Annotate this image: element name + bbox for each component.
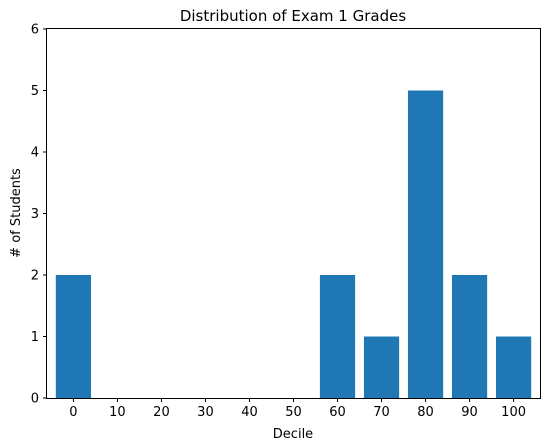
- bar-80: [407, 90, 444, 398]
- bar-90: [451, 275, 488, 398]
- y-tick-label: 4: [31, 146, 39, 161]
- x-tick-label: 40: [241, 405, 258, 420]
- x-tick-label: 20: [153, 405, 170, 420]
- y-tick-label: 0: [31, 392, 39, 407]
- y-axis-label: # of Students: [9, 168, 24, 258]
- plot-frame: [46, 28, 541, 399]
- y-tick-label: 1: [31, 330, 39, 345]
- x-tick-label: 10: [109, 405, 126, 420]
- y-tick-label: 3: [31, 207, 39, 222]
- x-tick-label: 90: [461, 405, 478, 420]
- x-tick-label: 100: [501, 405, 526, 420]
- y-tick-label: 6: [31, 23, 39, 38]
- bar-70: [363, 336, 400, 398]
- x-tick-label: 80: [417, 405, 434, 420]
- x-tick-label: 60: [329, 405, 346, 420]
- x-axis: 0 10 20 30 40 50 60 70 80 90 100: [69, 398, 526, 420]
- y-axis: 0 1 2 3 4 5 6: [31, 23, 47, 407]
- bars-group: [55, 90, 532, 398]
- chart-title: Distribution of Exam 1 Grades: [180, 7, 406, 25]
- x-tick-label: 0: [69, 405, 77, 420]
- x-tick-label: 50: [285, 405, 302, 420]
- bar-60: [319, 275, 356, 398]
- y-tick-label: 5: [31, 84, 39, 99]
- x-tick-label: 30: [197, 405, 214, 420]
- x-tick-label: 70: [373, 405, 390, 420]
- x-axis-label: Decile: [273, 427, 313, 442]
- bar-100: [495, 336, 532, 398]
- bar-0: [55, 275, 92, 398]
- y-tick-label: 2: [31, 269, 39, 284]
